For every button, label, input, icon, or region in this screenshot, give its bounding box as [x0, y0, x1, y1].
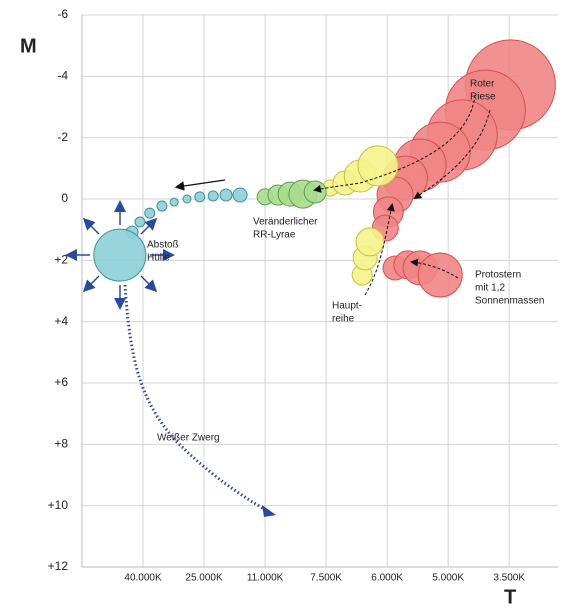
y-tick-label: +8	[54, 437, 68, 451]
y-tick-label: -2	[57, 130, 68, 144]
x-tick-label: 40.000K	[124, 573, 162, 584]
annotation: Sonnenmassen	[475, 296, 545, 307]
annotation: Roter	[470, 79, 495, 90]
x-tick-label: 7.500K	[310, 573, 342, 584]
bubble	[170, 198, 178, 206]
bubble	[356, 228, 384, 256]
annotation: Riese	[470, 92, 496, 103]
annotation: reihe	[332, 314, 355, 325]
annotation: Protostern	[475, 270, 521, 281]
annotation: Weißer Zwerg	[157, 433, 220, 444]
annotation: Abstoß	[147, 240, 179, 251]
annotation: RR-Lyrae	[253, 230, 296, 241]
bubble	[195, 192, 205, 202]
x-tick-label: 11.000K	[247, 573, 284, 584]
x-tick-label: 5.000K	[432, 573, 464, 584]
y-tick-label: +6	[54, 375, 68, 389]
y-tick-label: +4	[54, 314, 68, 328]
bubble	[220, 189, 232, 201]
y-tick-label: +10	[48, 498, 69, 512]
bubble	[304, 181, 326, 203]
y-tick-label: -6	[57, 7, 68, 21]
chart: -6 -4 -2 0 +2 +4 +6 +8 +10 +12 40.000K 25.000K 11.00…	[0, 0, 563, 608]
x-tick-label: 3.500K	[493, 573, 525, 584]
bubble	[145, 208, 155, 218]
y-tick-label: +2	[54, 253, 68, 267]
annotation: Hülle	[147, 253, 170, 264]
bubble	[135, 217, 145, 227]
bubble	[418, 253, 462, 297]
bubble	[358, 146, 398, 186]
x-tick-label: 25.000K	[185, 573, 223, 584]
bubble	[233, 188, 247, 202]
annotation: mit 1,2	[475, 283, 505, 294]
annotation: Haupt-	[332, 301, 362, 312]
y-axis-title: M	[20, 35, 37, 57]
y-tick-label: +12	[48, 559, 69, 573]
y-tick-label: 0	[61, 191, 68, 205]
bubble	[208, 191, 218, 201]
bubble	[94, 229, 146, 281]
annotation: Veränderlicher	[253, 217, 318, 228]
x-tick-label: 6.000K	[371, 573, 403, 584]
y-tick-label: -4	[57, 69, 68, 83]
bubble	[183, 195, 191, 203]
x-axis-title: T	[504, 586, 516, 608]
bubble	[157, 201, 167, 211]
